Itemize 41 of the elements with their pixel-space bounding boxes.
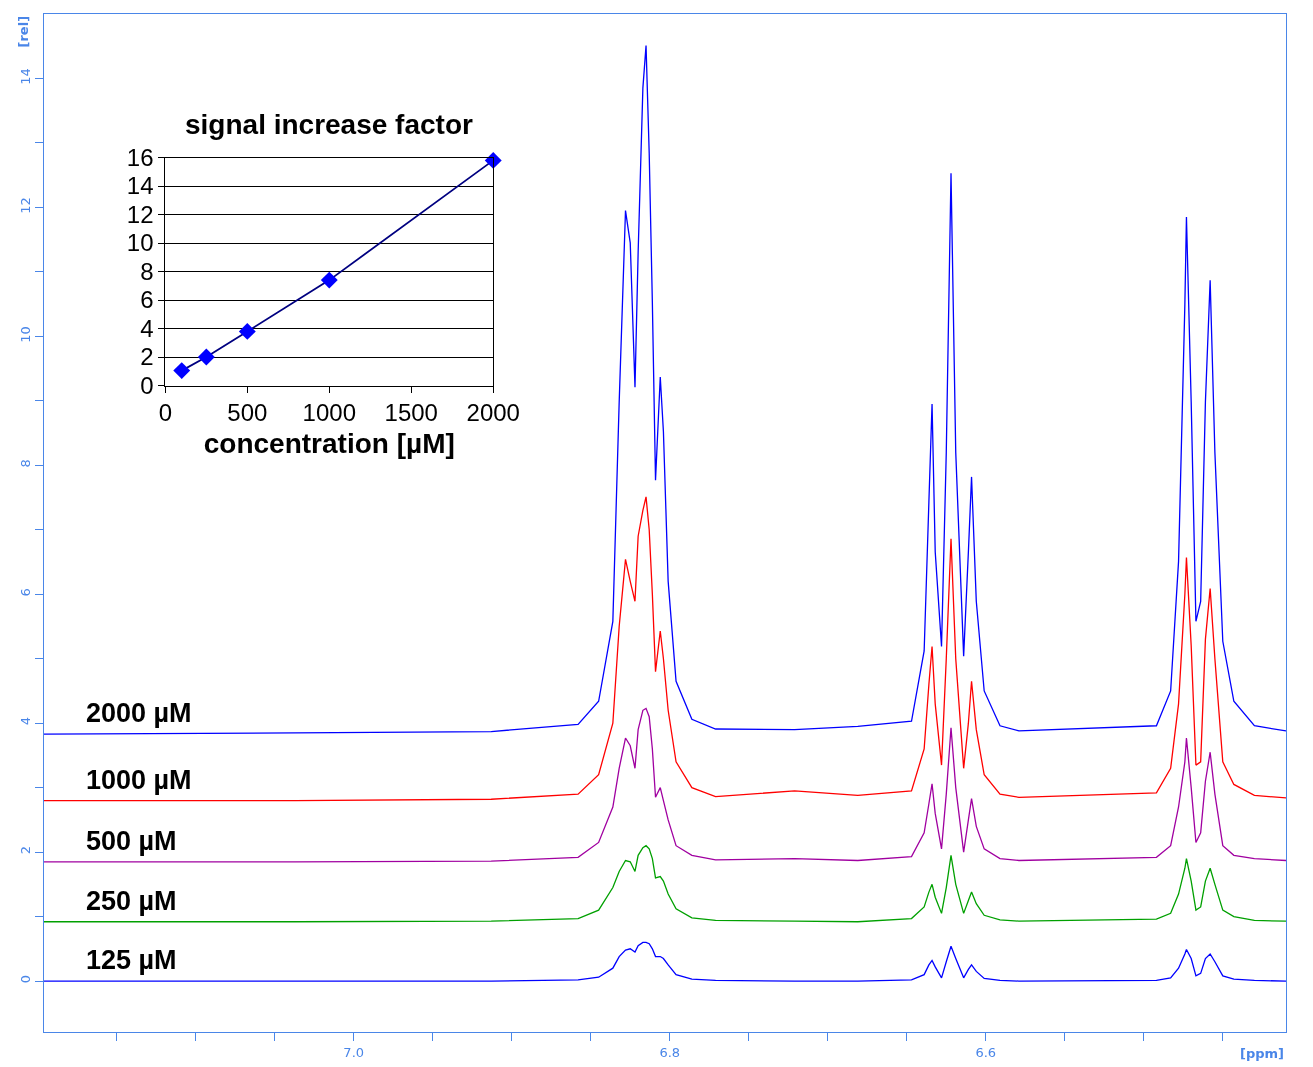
y-tick-label: 4 bbox=[17, 717, 33, 726]
y-tick-label: 6 bbox=[140, 286, 154, 314]
point bbox=[173, 362, 191, 380]
x-tick-label: 6.6 bbox=[975, 1044, 997, 1060]
y-axis-title: [rel] bbox=[15, 15, 31, 48]
y-tick-label: 8 bbox=[140, 257, 154, 285]
x-tick-label: 7.0 bbox=[343, 1044, 365, 1060]
series-label: 2000 µM bbox=[86, 698, 192, 728]
x-tick-label: 0 bbox=[158, 399, 173, 427]
y-tick-label: 8 bbox=[17, 459, 33, 468]
x-axis-title: concentration [µM] bbox=[203, 428, 455, 460]
point bbox=[238, 322, 256, 340]
series-label: 250 µM bbox=[86, 886, 177, 916]
series-label: 500 µM bbox=[86, 826, 177, 856]
y-tick-label: 10 bbox=[17, 326, 33, 343]
x-axis-title: [ppm] bbox=[1240, 1046, 1285, 1061]
line-series bbox=[44, 44, 1286, 735]
x-tick-label: 2000 bbox=[466, 399, 520, 427]
y-tick-label: 14 bbox=[126, 172, 154, 200]
y-tick-label: 12 bbox=[17, 197, 33, 214]
y-tick-label: 0 bbox=[140, 371, 154, 399]
y-tick-label: 6 bbox=[17, 588, 33, 597]
x-tick-label: 6.8 bbox=[659, 1044, 681, 1060]
y-tick-label: 4 bbox=[140, 314, 154, 342]
y-tick-label: 10 bbox=[126, 229, 154, 257]
x-tick-label: 1000 bbox=[302, 399, 356, 427]
y-tick-label: 2 bbox=[140, 343, 154, 371]
y-tick-label: 0 bbox=[17, 974, 33, 984]
y-tick-label: 14 bbox=[17, 68, 33, 85]
point bbox=[320, 271, 338, 289]
line-series bbox=[44, 941, 1286, 982]
chart-title: signal increase factor bbox=[185, 109, 474, 140]
y-tick-label: 2 bbox=[17, 846, 33, 855]
x-tick-label: 1500 bbox=[384, 399, 438, 427]
x-tick-label: 500 bbox=[227, 399, 268, 427]
y-tick-label: 12 bbox=[126, 200, 154, 228]
series-label: 125 µM bbox=[86, 945, 177, 975]
series-label: 1000 µM bbox=[86, 765, 192, 795]
y-tick-label: 16 bbox=[126, 143, 154, 171]
point bbox=[197, 348, 215, 366]
line-series bbox=[44, 496, 1286, 802]
